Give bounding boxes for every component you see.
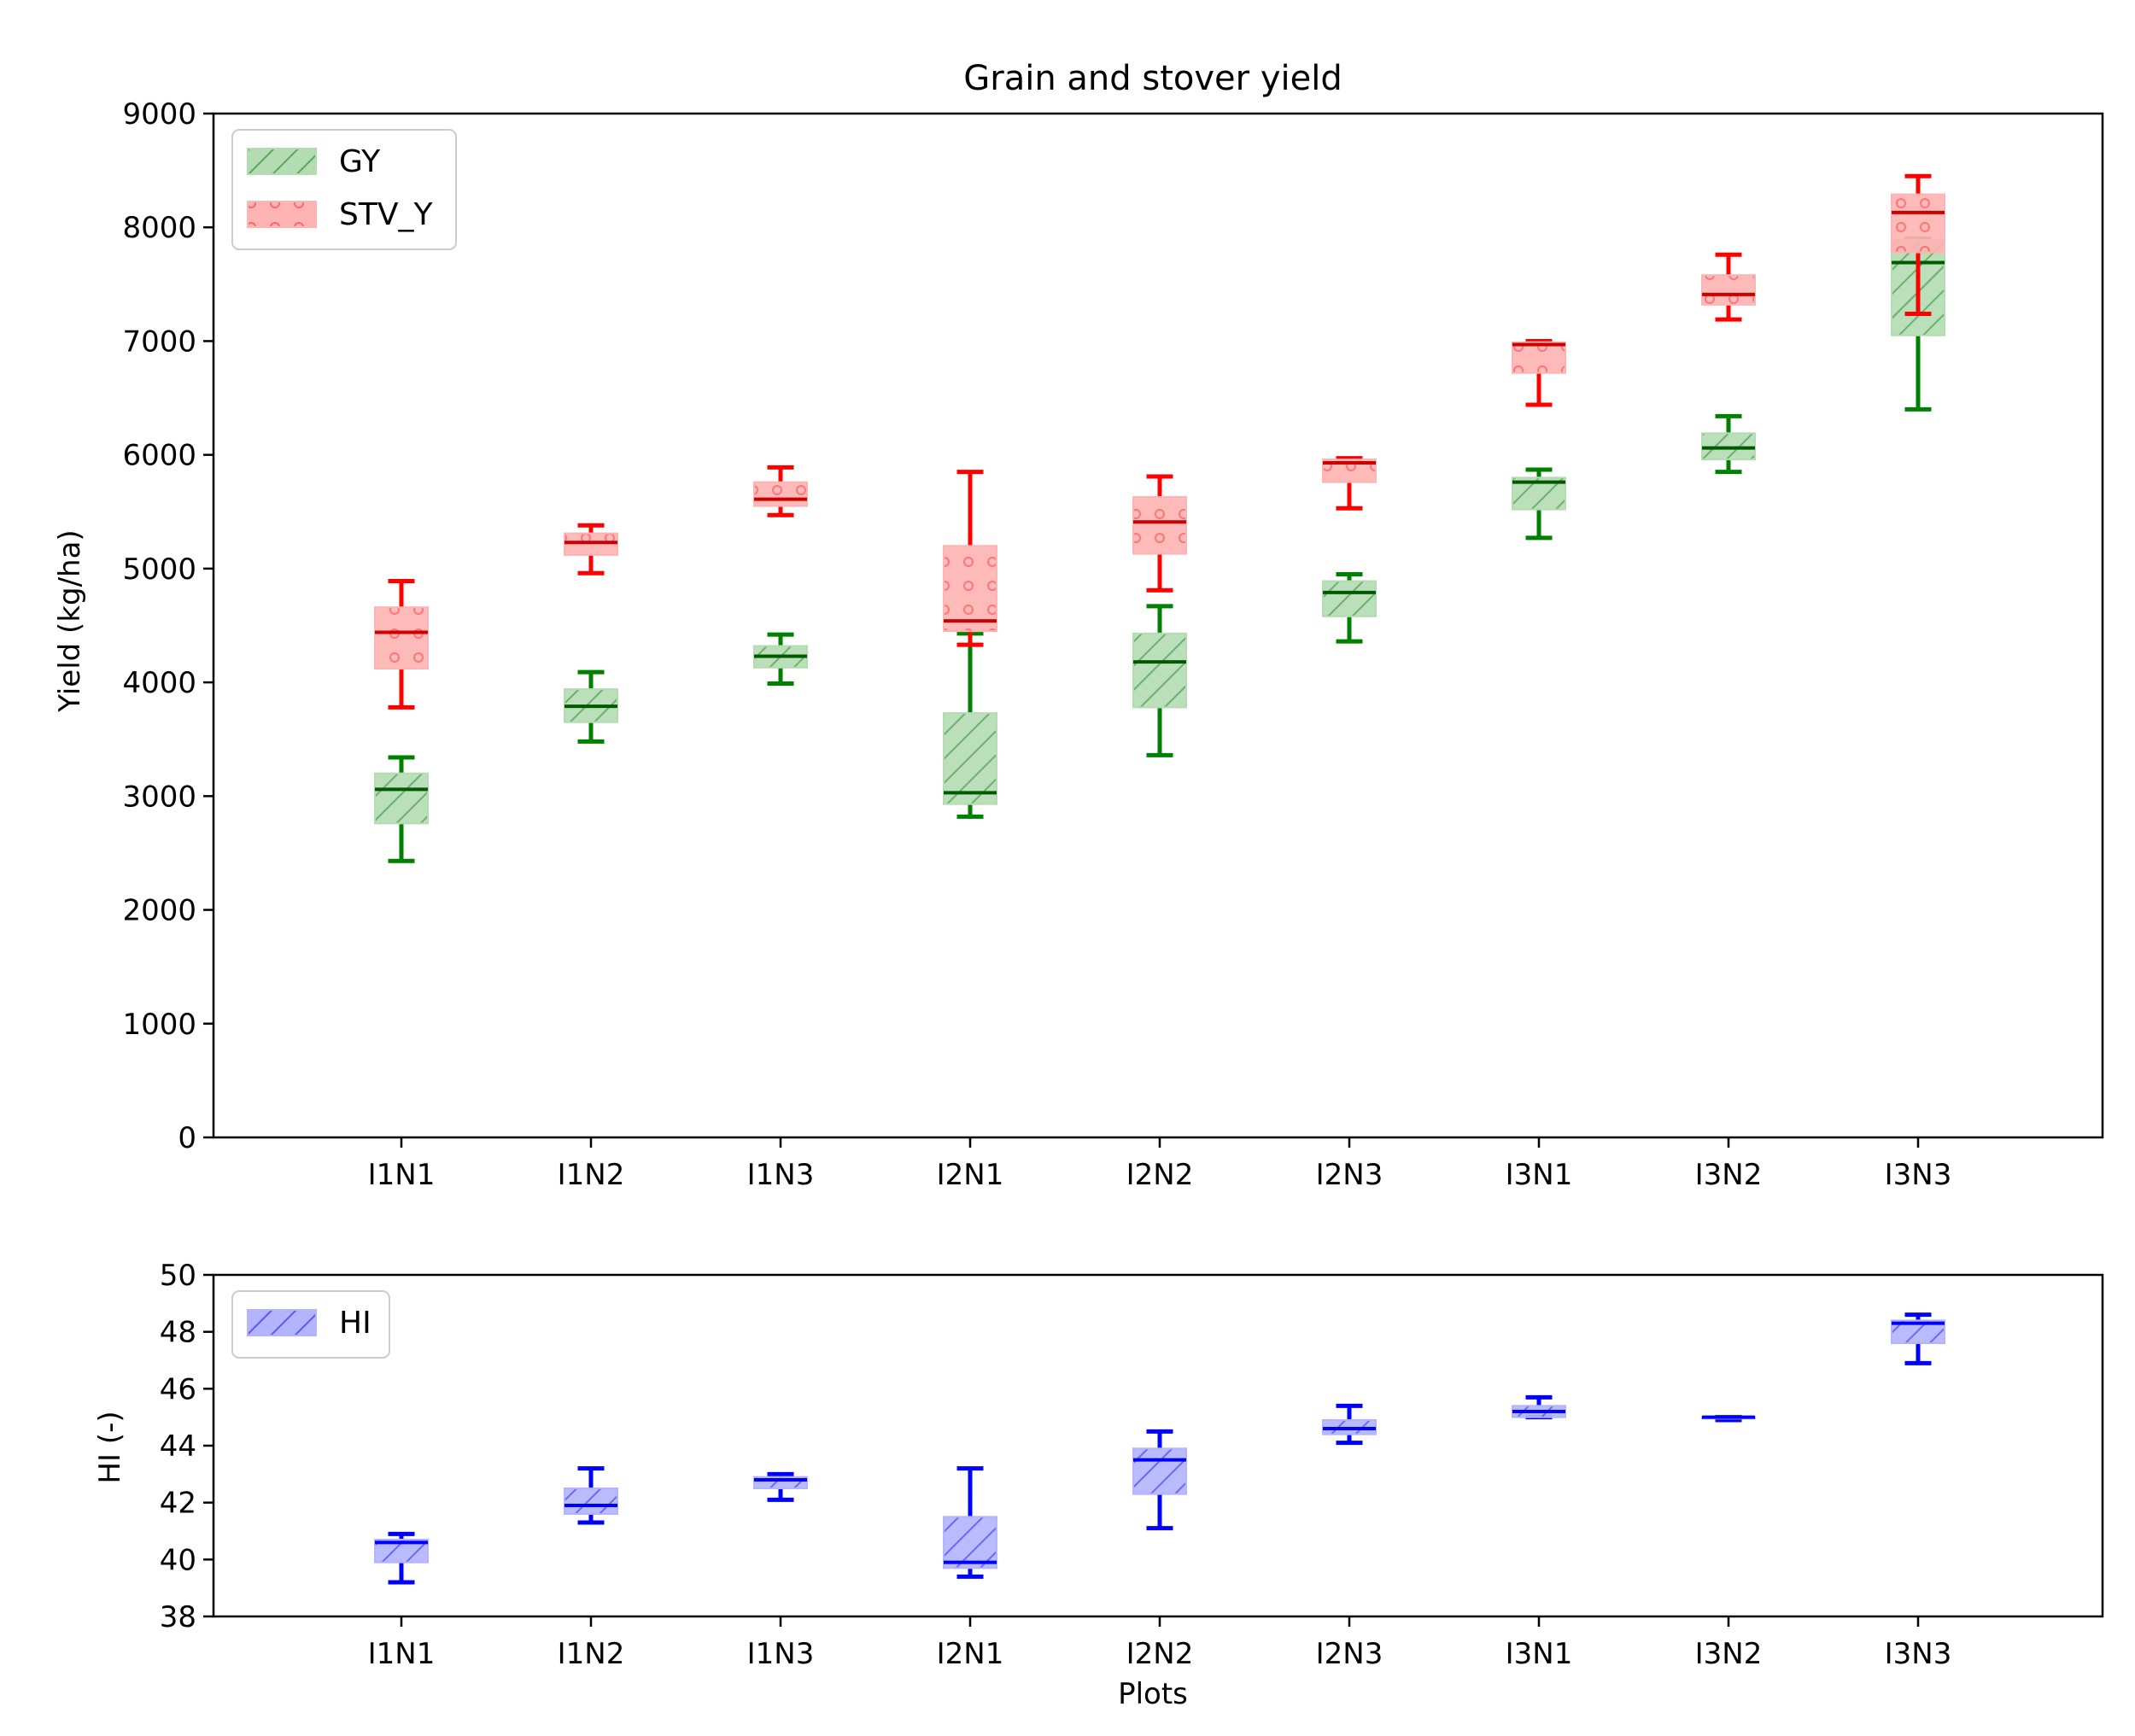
y-tick-label: 5000 <box>122 552 196 587</box>
box-gy-i2n2 <box>1132 604 1187 757</box>
box-hi-i2n1 <box>943 1466 997 1579</box>
box-stv-y-i2n2 <box>1132 474 1187 593</box>
y-axis-label: Yield (kg/ha) <box>53 529 87 712</box>
x-tick-label: I2N3 <box>1316 1158 1383 1192</box>
box-stv-y-i3n1 <box>1512 338 1566 407</box>
box-body <box>1132 495 1187 555</box>
y-axis-label-hi: HI (-) <box>93 1411 127 1483</box>
box-body <box>943 712 997 805</box>
x-axis-label: Plots <box>1118 1677 1188 1711</box>
y-tick-label: 42 <box>160 1487 196 1521</box>
legend-label: STV_Y <box>339 197 433 232</box>
box-hi-i1n2 <box>564 1466 618 1525</box>
x-tick-label: I1N2 <box>558 1637 625 1671</box>
plot-frame <box>212 112 2104 1139</box>
box-stv-y-i2n3 <box>1322 456 1377 511</box>
box-gy-i1n1 <box>374 755 429 863</box>
box-stv-y-i3n2 <box>1701 252 1756 322</box>
y-tick-label: 1000 <box>122 1008 196 1042</box>
legend: GY STV_Y <box>231 129 457 250</box>
y-tick-label: 0 <box>178 1121 196 1155</box>
box-hi-i3n3 <box>1891 1312 1945 1365</box>
box-body <box>1701 274 1756 306</box>
legend-swatch <box>247 1309 317 1336</box>
box-body <box>943 545 997 633</box>
legend: HI <box>231 1290 390 1359</box>
box-gy-i1n3 <box>753 632 808 686</box>
x-tick-label: I1N1 <box>368 1158 436 1192</box>
box-stv-y-i1n1 <box>374 579 429 710</box>
x-tick-label: I2N2 <box>1126 1158 1194 1192</box>
x-tick-label: I1N1 <box>368 1637 436 1671</box>
y-tick-label: 6000 <box>122 439 196 473</box>
legend-label: GY <box>339 144 381 179</box>
box-body <box>1132 632 1187 709</box>
y-tick-label: 48 <box>160 1316 196 1350</box>
x-tick-label: I3N2 <box>1695 1158 1763 1192</box>
legend-label: HI <box>339 1306 371 1341</box>
box-body <box>753 481 808 507</box>
y-tick-label: 9000 <box>122 97 196 132</box>
box-gy-i2n3 <box>1322 572 1377 644</box>
x-tick-label: I3N3 <box>1885 1158 1952 1192</box>
y-tick-label: 2000 <box>122 894 196 928</box>
x-tick-label: I3N3 <box>1885 1637 1952 1671</box>
x-tick-label: I3N1 <box>1506 1158 1573 1192</box>
box-stv-y-i3n3 <box>1891 173 1945 316</box>
box-hi-i2n2 <box>1132 1429 1187 1531</box>
box-stv-y-i2n1 <box>943 470 997 647</box>
yield-panel: Grain and stover yield Yield (kg/ha) 0 10… <box>53 59 2104 1192</box>
y-tick-label: 7000 <box>122 324 196 359</box>
box-gy-i3n1 <box>1512 467 1566 541</box>
box-hi-i3n2 <box>1701 1415 1756 1423</box>
x-tick-label: I2N2 <box>1126 1637 1194 1671</box>
box-gy-i3n2 <box>1701 413 1756 475</box>
box-hi-i3n1 <box>1512 1394 1566 1420</box>
legend-swatch <box>247 201 317 228</box>
x-tick-label: I2N1 <box>937 1637 1004 1671</box>
y-tick-label: 44 <box>160 1429 196 1464</box>
x-tick-label: I1N2 <box>558 1158 625 1192</box>
box-hi-i1n1 <box>374 1531 429 1585</box>
box-body <box>943 1516 997 1569</box>
box-body <box>1891 193 1945 254</box>
box-gy-i1n2 <box>564 669 618 744</box>
box-body <box>564 1488 618 1515</box>
box-body <box>374 772 429 825</box>
box-body <box>1132 1447 1187 1495</box>
y-tick-label: 38 <box>160 1600 196 1634</box>
y-tick-label: 8000 <box>122 211 196 245</box>
x-tick-label: I3N1 <box>1506 1637 1573 1671</box>
y-tick-label: 40 <box>160 1543 196 1577</box>
hi-panel: HI (-) Plots 38 40 42 44 46 48 50 I1N1 I1N2 I1N3 I… <box>93 1259 2104 1711</box>
y-tick-label: 3000 <box>122 780 196 814</box>
box-body <box>1512 341 1566 374</box>
box-stv-y-i1n2 <box>564 523 618 576</box>
legend-swatch <box>247 148 317 175</box>
box-gy-i2n1 <box>943 631 997 819</box>
box-stv-y-i1n3 <box>753 465 808 517</box>
box-hi-i1n3 <box>753 1471 808 1502</box>
x-tick-label: I3N2 <box>1695 1637 1763 1671</box>
x-tick-label: I2N3 <box>1316 1637 1383 1671</box>
x-tick-label: I2N1 <box>937 1158 1004 1192</box>
box-body <box>1322 580 1377 617</box>
box-hi-i2n3 <box>1322 1403 1377 1446</box>
y-tick-label: 50 <box>160 1259 196 1293</box>
x-tick-label: I1N3 <box>747 1637 815 1671</box>
y-tick-label: 46 <box>160 1372 196 1406</box>
x-tick-label: I1N3 <box>747 1158 815 1192</box>
chart-title: Grain and stover yield <box>963 59 1342 98</box>
y-tick-label: 4000 <box>122 666 196 700</box>
box-body <box>374 606 429 670</box>
